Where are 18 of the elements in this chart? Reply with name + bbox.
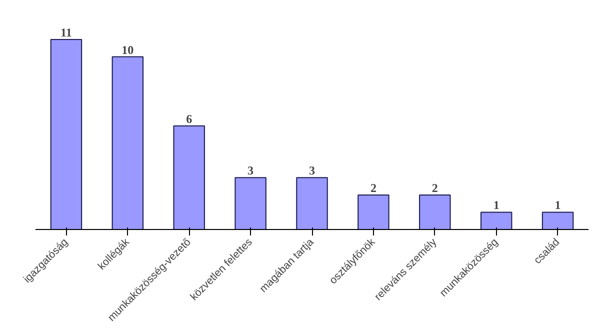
bar [234, 177, 266, 230]
bar [542, 212, 574, 230]
data-label: 11 [60, 26, 72, 40]
data-label: 3 [248, 164, 254, 178]
bar [296, 177, 328, 230]
bar [480, 212, 512, 230]
data-label: 10 [122, 42, 134, 57]
bar [419, 194, 451, 230]
bar [50, 39, 82, 230]
bar [173, 125, 205, 230]
data-label: 6 [186, 112, 192, 126]
data-label: 1 [554, 198, 561, 212]
data-label: 3 [309, 164, 315, 178]
data-label: 2 [370, 180, 376, 195]
data-label: 1 [493, 198, 500, 212]
bar [358, 194, 390, 230]
data-label: 2 [432, 180, 438, 195]
bar [112, 56, 144, 230]
